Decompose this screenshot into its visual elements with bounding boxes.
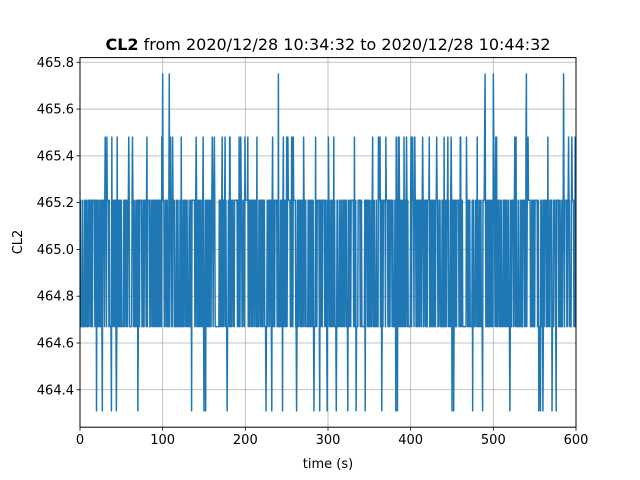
y-tick-label: 464.8 (37, 290, 74, 305)
chart-title-bold: CL2 (105, 35, 138, 54)
x-tick-label: 400 (398, 433, 423, 448)
y-tick-label: 465.4 (37, 149, 74, 164)
x-tick-label: 300 (316, 433, 341, 448)
y-tick-label: 464.6 (37, 336, 74, 351)
y-tick-label: 464.4 (37, 383, 74, 398)
data-layer (80, 73, 576, 412)
y-tick-label: 465.2 (37, 196, 74, 211)
y-tick-label: 465.8 (37, 56, 74, 71)
y-tick-label: 465.0 (37, 243, 74, 258)
y-tick-label: 465.6 (37, 103, 74, 118)
x-axis-label: time (s) (303, 457, 353, 472)
x-tick-label: 200 (233, 433, 258, 448)
x-tick-label: 600 (564, 433, 589, 448)
series-line (80, 73, 576, 412)
chart-title: CL2 from 2020/12/28 10:34:32 to 2020/12/… (105, 35, 550, 54)
x-tick-label: 0 (76, 433, 84, 448)
x-tick-label: 500 (481, 433, 506, 448)
y-axis-label: CL2 (11, 230, 26, 255)
x-tick-label: 100 (150, 433, 175, 448)
chart-title-rest: from 2020/12/28 10:34:32 to 2020/12/28 1… (139, 35, 551, 54)
ticks: 0 100 200 300 400 500 600 464.4 464.6 464.8 465.0 4… (37, 56, 589, 448)
